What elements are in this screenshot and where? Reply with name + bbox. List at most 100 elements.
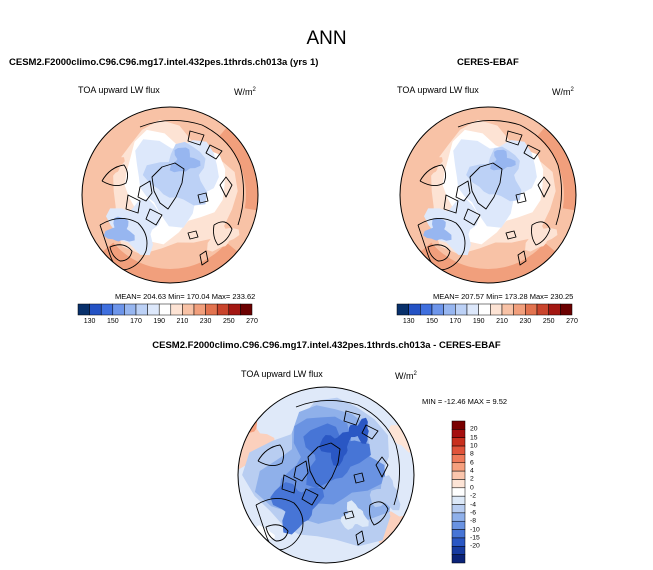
colorbar-tick-label: 230 [519,318,532,325]
field-contour [418,154,443,179]
coastlines [417,120,562,271]
colorbar-tick-label: -10 [470,526,480,534]
colorbar-swatch [501,303,514,316]
coastline [145,208,163,226]
colorbar-tick-label: -2 [470,492,477,500]
colorbar-swatch [536,303,549,316]
coastline [265,524,289,542]
colorbar-tick-label: 20 [470,425,478,433]
panel-model-units: W/m2 [234,87,256,97]
panel-obs-stats: MEAN= 207.57 Min= 173.28 Max= 230.25 [433,292,574,301]
colorbar-swatch [451,546,466,555]
coastline [355,530,365,546]
colorbar-swatch [548,303,561,316]
panel-diff-units: W/m2 [395,371,417,381]
colorbar-tick-label: 270 [566,318,578,325]
coastline [301,488,319,506]
colorbar-swatch [205,303,218,316]
panel-obs-units: W/m2 [552,87,574,97]
colorbar-swatch [420,303,433,316]
colorbar-tick-label: 4 [470,467,474,475]
colorbar-swatch [451,504,466,514]
coastline [199,250,209,266]
field-contour [169,147,201,173]
colorbar-tick-label: 270 [246,318,258,325]
coastline [417,218,466,271]
colorbar-swatch [451,479,466,489]
coastline [307,442,341,490]
colorbar-swatch [451,554,466,564]
coastline [463,208,481,226]
coastline [151,162,185,210]
colorbar-swatch [451,520,466,530]
coastline [213,221,233,246]
panel-diff-field-label: TOA upward LW flux [241,369,323,379]
coastline [137,180,153,202]
panel-diff-polar-map [237,386,415,564]
colorbar-swatch [451,445,466,455]
colorbar-swatch [408,303,421,316]
colorbar-swatch [451,454,466,464]
colorbar-swatch [89,303,102,316]
field-contour [270,482,325,535]
figure-title: ANN [306,28,347,49]
colorbar-swatch [193,303,206,316]
coastline [505,130,523,146]
colorbar-swatch [451,512,466,522]
colorbar-swatch [451,429,466,438]
colorbar-swatch [455,303,468,316]
colorbar-tick-label: 15 [470,434,478,442]
colorbar-swatch [396,303,409,316]
colorbar-tick-label: 170 [449,318,462,325]
colorbar-tick-label: 150 [426,318,438,325]
panel-diff-case-title: CESM2.F2000climo.C96.C96.mg17.intel.432p… [152,340,501,351]
colorbar-tick-label: -15 [470,534,480,542]
field-contour [348,417,369,444]
coastline [139,120,244,226]
colorbar-tick-label: 170 [130,318,142,325]
colorbar-tick-label: 190 [472,318,485,325]
colorbar-swatch [147,303,160,316]
coastline [109,244,133,262]
colorbar-swatch [135,303,148,316]
coastline [537,176,551,198]
colorbar-swatch [560,303,573,316]
field-contour [423,217,452,241]
colorbar-swatch [182,303,195,316]
coastline [375,456,389,478]
colorbar-tick-label: 190 [153,318,166,325]
coastline [419,164,447,186]
coastline [257,444,285,466]
coastline [281,474,297,494]
coastline [517,250,527,266]
colorbar-tick-label: -20 [470,542,480,550]
colorbar-tick-label: 6 [470,459,474,467]
field-contour [340,500,369,530]
colorbar-swatch [451,420,466,430]
colorbar-tick-label: -4 [470,501,477,509]
coastline [205,144,223,160]
colorbar-swatch [216,303,230,316]
coastlines [99,120,244,271]
colorbar-tick-label: -8 [470,517,477,525]
panel-obs-field-label: TOA upward LW flux [397,85,479,95]
field-contour [319,431,351,467]
coastlines [255,400,400,551]
coastline [343,410,361,426]
panel-model-case-title: CESM2.F2000climo.C96.C96.mg17.intel.432p… [9,57,319,68]
coastline [293,460,309,482]
colorbar-swatch [443,303,456,316]
map-border [237,386,415,564]
coastline [353,472,365,484]
field-contour [103,216,135,242]
coastline [469,162,503,210]
panel-obs-case-title: CERES-EBAF [457,57,519,68]
coastline [531,221,551,246]
colorbar-swatch [513,303,526,316]
panel-diff-colorbar [451,420,466,564]
colorbar-tick-label: 8 [470,450,474,458]
panel-diff-colorbar-ticks: 20 15 10 8 6 4 2 0 -2 -4 -6 -8 -10 -15 -20 [470,421,500,564]
coastline [99,218,148,271]
colorbar-swatch [451,487,466,497]
panel-obs-colorbar-ticks: 130 150 170 190 210 230 250 270 [397,318,578,328]
